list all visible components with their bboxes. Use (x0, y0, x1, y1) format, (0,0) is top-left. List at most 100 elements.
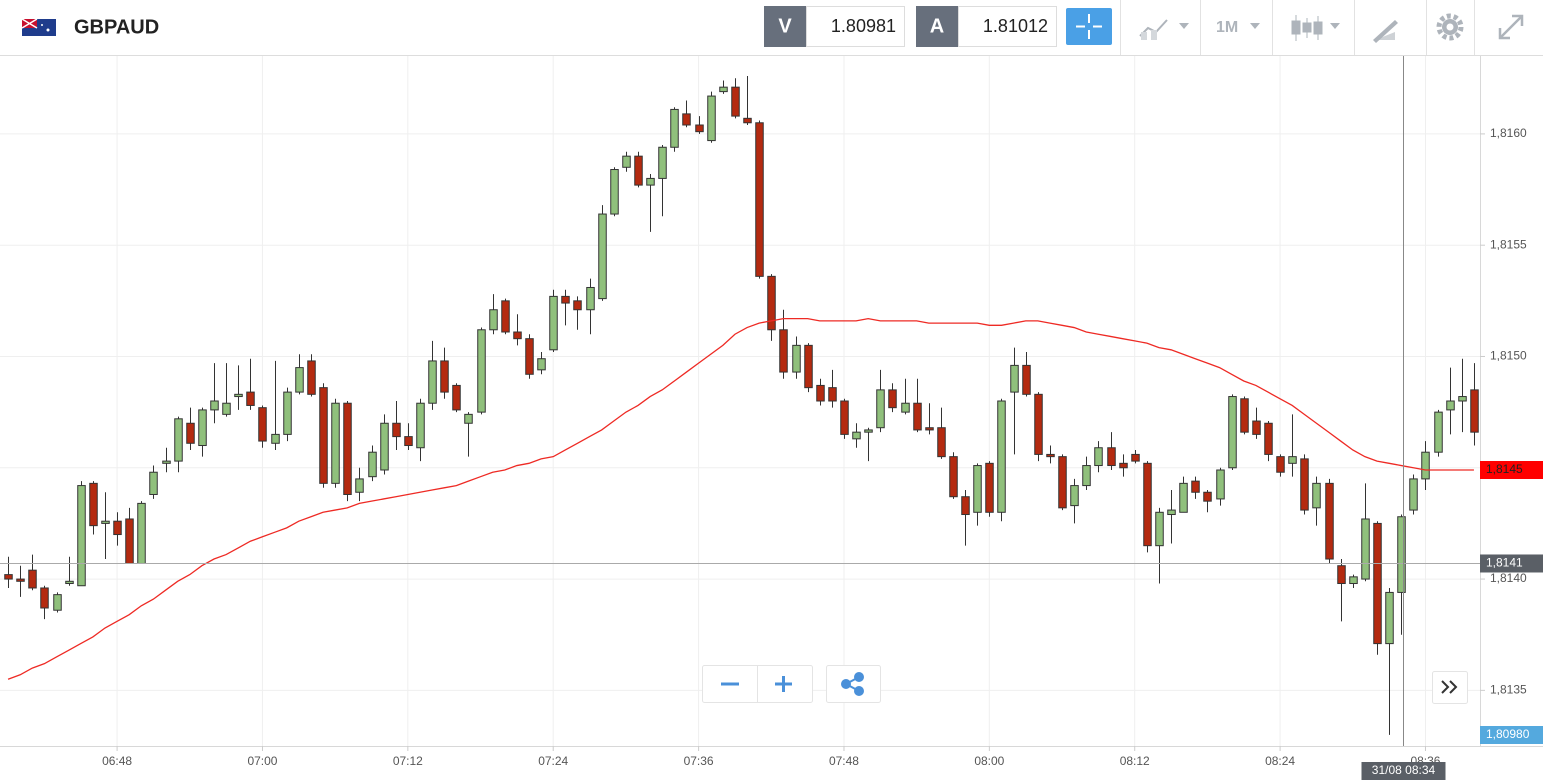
share-button[interactable] (841, 672, 864, 696)
candle-body (622, 155, 631, 168)
settings-button[interactable] (1436, 13, 1464, 41)
plot (0, 56, 1480, 746)
grid (0, 56, 1480, 746)
candle-body (1070, 485, 1079, 507)
candle-body (864, 429, 873, 433)
sell-box[interactable] (806, 6, 905, 47)
scroll-end-icon[interactable] (1441, 680, 1458, 694)
toolbar-separators (1120, 0, 1475, 55)
candle-body (416, 402, 425, 449)
candle-body (1167, 509, 1176, 516)
chart-type-button[interactable] (1291, 15, 1340, 41)
buy-price[interactable]: 1.81012 (983, 16, 1048, 36)
crosshair-button[interactable] (1066, 8, 1112, 45)
candle-body (307, 360, 316, 395)
candle-body (246, 391, 255, 406)
ma-tag-bg (1480, 461, 1543, 479)
y-tick-label: 1,8160 (1490, 126, 1527, 140)
candle-body (719, 86, 728, 93)
candle-body (1082, 465, 1091, 487)
y-tick-label: 1,8135 (1490, 683, 1527, 697)
candle-body (743, 117, 752, 124)
candle-body (1373, 522, 1382, 645)
candle-body (1228, 396, 1237, 469)
candle-body (755, 122, 764, 277)
candle-body (1119, 462, 1128, 469)
candle-body (186, 422, 195, 444)
candle-body (828, 387, 837, 402)
candle-body (4, 574, 13, 580)
candle-body (658, 146, 667, 179)
candle-body (707, 95, 716, 142)
candle-body (537, 358, 546, 371)
candle-body (1385, 591, 1394, 645)
candle-body (901, 402, 910, 413)
y-tick-label: 1,8155 (1490, 237, 1527, 251)
symbol: GBPAUD (74, 16, 159, 38)
candle-body (1276, 456, 1285, 473)
axes: 1,8135 1,8140 1,8145 1,8150 1,8155 1,8160 06:4… (102, 126, 1543, 780)
buy-label[interactable]: A (930, 15, 944, 37)
candle-body (210, 400, 219, 411)
candle-body (561, 295, 570, 304)
candle-body (174, 418, 183, 462)
candle-body (40, 587, 49, 609)
candle-body (1470, 389, 1479, 433)
candle-body (198, 409, 207, 447)
candle-body (949, 456, 958, 498)
x-tick-label: 08:24 (1265, 754, 1295, 768)
candle-body (368, 451, 377, 478)
candle-body (876, 389, 885, 429)
sell-label[interactable]: V (778, 15, 792, 37)
timeframe[interactable]: 1M (1216, 19, 1238, 36)
crosshair-time-bg (1361, 762, 1446, 780)
candle-body (464, 413, 473, 424)
buy-button[interactable] (916, 6, 958, 47)
candle-body (1288, 456, 1297, 464)
sell-price[interactable]: 1.80981 (831, 16, 896, 36)
candle-body (973, 465, 982, 513)
candle-body (1131, 453, 1140, 462)
candle-body (1034, 393, 1043, 455)
candle-body (1446, 400, 1455, 411)
draw-button[interactable] (1373, 20, 1398, 43)
candle-body (1216, 469, 1225, 500)
y-tick-label: 1,8150 (1490, 349, 1527, 363)
candle-body (525, 338, 534, 375)
candle-body (1300, 458, 1309, 511)
candle-body (319, 387, 328, 484)
candle-body (852, 431, 861, 440)
bid-tag: 1,80980 (1486, 727, 1530, 741)
y-tick-label: 1,8140 (1490, 571, 1527, 585)
x-tick-label: 06:48 (102, 754, 132, 768)
sell-button[interactable] (764, 6, 806, 47)
fullscreen-button[interactable] (1498, 14, 1524, 40)
candle-body (489, 309, 498, 331)
candle-body (428, 360, 437, 404)
candle-body (222, 402, 231, 415)
candle-body (1046, 453, 1055, 458)
candle-body (646, 177, 655, 186)
candle-body (1058, 456, 1067, 509)
ma-tag: 1,8145 (1486, 462, 1523, 476)
indicators-button[interactable] (1139, 19, 1189, 40)
candle-body (501, 300, 510, 333)
candle-body (997, 400, 1006, 513)
x-tick-label: 08:00 (974, 754, 1004, 768)
candle-body (258, 407, 267, 442)
candle-body (670, 108, 679, 148)
zoom-controls (702, 665, 1468, 704)
zoom-in[interactable] (775, 676, 792, 692)
candle-body (586, 286, 595, 311)
timeframe-caret[interactable] (1250, 23, 1260, 29)
candle-body (380, 422, 389, 471)
candle-body (404, 436, 413, 447)
candle-body (452, 384, 461, 411)
candle-body (937, 427, 946, 458)
x-tick-label: 07:36 (684, 754, 714, 768)
scroll-end-button[interactable] (1432, 671, 1468, 704)
candle-body (295, 367, 304, 393)
candle-body (331, 402, 340, 484)
buy-box[interactable] (958, 6, 1057, 47)
